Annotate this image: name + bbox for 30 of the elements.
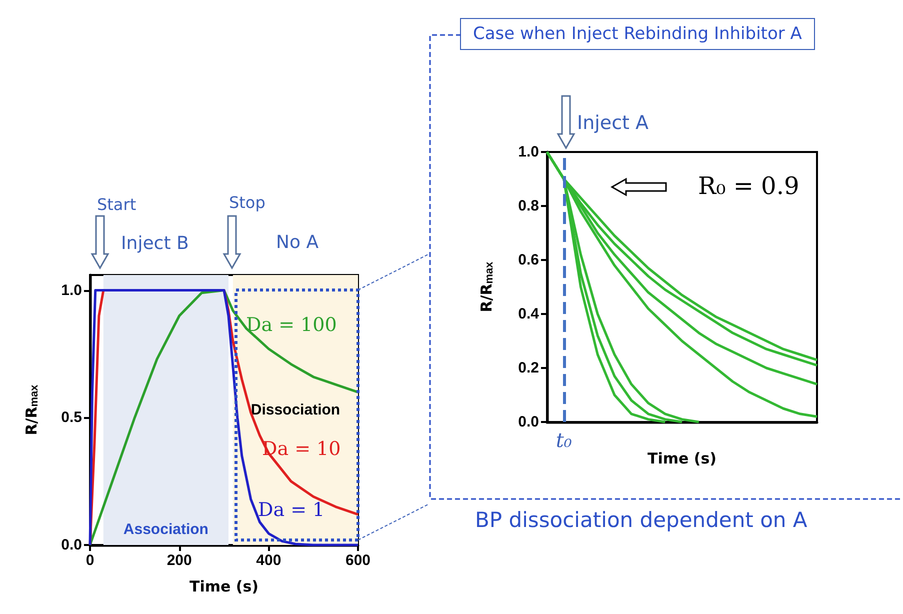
x-axis-title: Time (s) (189, 578, 259, 596)
x-tick-label: 200 (166, 552, 192, 569)
series-label: Da = 1 (258, 499, 325, 521)
band-label: Dissociation (250, 402, 340, 418)
text: No A (276, 232, 319, 253)
y-tick-label: 0.2 (518, 360, 539, 376)
text: Inject B (121, 233, 189, 254)
band-label: Association (123, 521, 208, 538)
y-tick-label: 1.0 (61, 282, 82, 299)
y-tick-label: 0.8 (518, 198, 539, 214)
y-axis-title: R/Rmax (22, 384, 40, 436)
x-tick-label: 0 (86, 552, 94, 569)
text: BP dissociation dependent on A (475, 508, 808, 532)
y-tick-label: 0.4 (518, 306, 540, 322)
series-label: Da = 100 (246, 314, 337, 336)
text: Stop (229, 193, 266, 212)
x-tick-label: 600 (345, 552, 371, 569)
y-tick-label: 0.0 (518, 414, 539, 430)
y-axis-title: R/Rmax (478, 260, 496, 312)
x-axis-title: Time (s) (647, 449, 717, 468)
y-tick-label: 0.5 (61, 409, 82, 426)
y-tick-label: 0.0 (61, 536, 82, 554)
annotation: R₀ = 0.9 (698, 172, 800, 200)
y-tick-label: 0.6 (518, 252, 539, 268)
y-tick-label: 1.0 (518, 144, 539, 160)
x-tick-label: 400 (256, 552, 282, 569)
text: Inject A (577, 112, 649, 134)
x-tick-label: t₀ (556, 428, 572, 452)
chart-title: Case when Inject Rebinding Inhibitor A (460, 18, 815, 50)
text: Start (97, 195, 136, 214)
